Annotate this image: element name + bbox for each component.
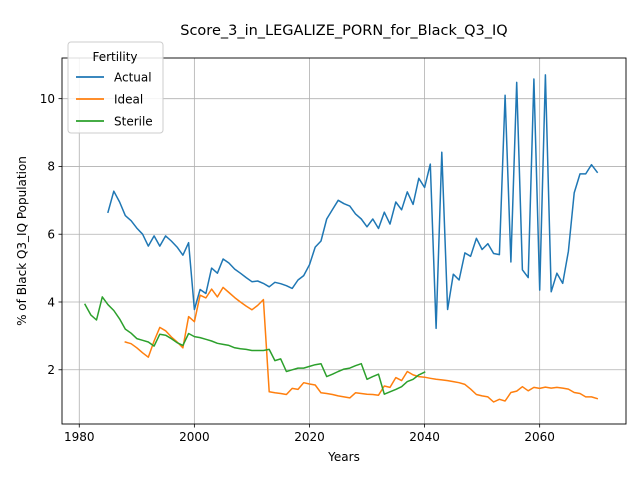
x-axis-label: Years bbox=[327, 450, 360, 464]
legend-title: Fertility bbox=[92, 50, 137, 64]
y-tick-label: 2 bbox=[47, 363, 55, 377]
y-tick-label: 10 bbox=[40, 92, 55, 106]
plot-area-frame bbox=[61, 57, 627, 425]
legend-label-ideal: Ideal bbox=[114, 93, 143, 107]
x-tick-label: 2040 bbox=[409, 430, 440, 444]
y-tick-label: 8 bbox=[47, 160, 55, 174]
y-tick-label: 4 bbox=[47, 295, 55, 309]
legend: Fertility Actual Ideal Sterile bbox=[67, 41, 164, 134]
legend-label-actual: Actual bbox=[114, 71, 152, 85]
series-line-actual bbox=[107, 74, 599, 330]
legend-label-sterile: Sterile bbox=[114, 115, 153, 129]
y-axis-ticks: 2 4 6 8 10 bbox=[40, 92, 62, 377]
x-tick-label: 1980 bbox=[64, 430, 95, 444]
x-tick-label: 2060 bbox=[524, 430, 555, 444]
x-tick-label: 2000 bbox=[179, 430, 210, 444]
x-axis-ticks: 1980 2000 2020 2040 2060 bbox=[64, 424, 555, 444]
chart-title: Score_3_in_LEGALIZE_PORN_for_Black_Q3_IQ bbox=[180, 23, 507, 39]
series-line-sterile bbox=[83, 296, 426, 395]
series-lines bbox=[83, 74, 599, 403]
y-axis-label: % of Black Q3_IQ Population bbox=[15, 156, 29, 326]
x-tick-label: 2020 bbox=[294, 430, 325, 444]
series-line-ideal bbox=[124, 286, 599, 403]
legend-box bbox=[67, 41, 164, 134]
y-tick-label: 6 bbox=[47, 228, 55, 242]
